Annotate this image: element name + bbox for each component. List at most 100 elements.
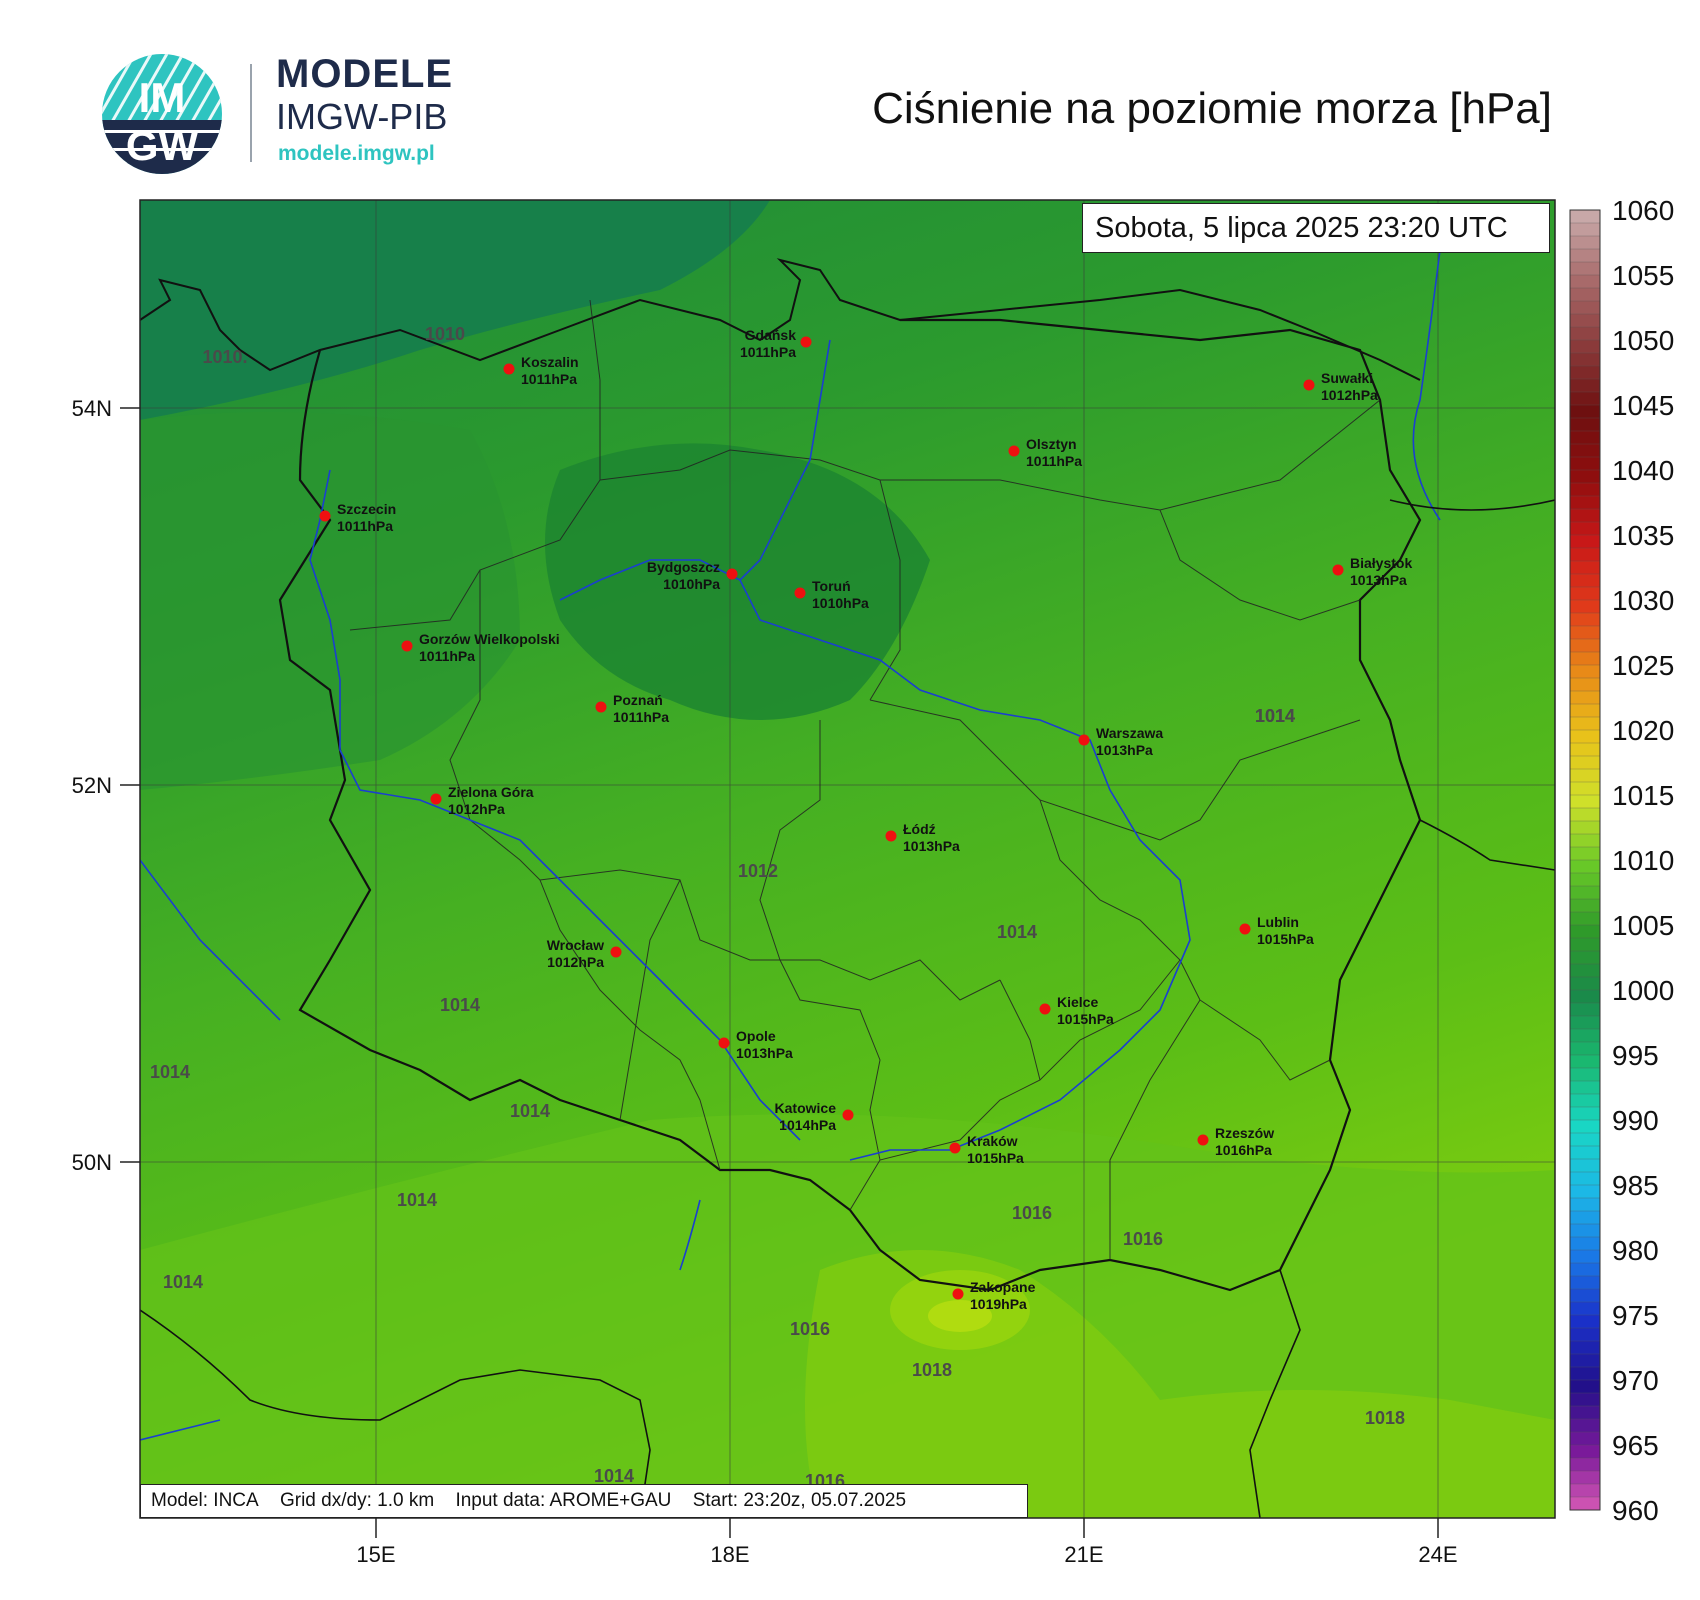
colorbar-cell <box>1569 924 1601 939</box>
colorbar-frame <box>1569 209 1601 1511</box>
city-pressure: 1012hPa <box>448 801 505 817</box>
colorbar-label: 1045 <box>1612 390 1674 421</box>
neighbour-borders <box>140 499 1555 1518</box>
lon-label-24e: 24E <box>1418 1542 1457 1567</box>
colorbar-cell <box>1569 612 1601 627</box>
colorbar-cell <box>1569 365 1601 380</box>
colorbar-cell <box>1569 664 1601 679</box>
run-start: Start: 23:20z, 05.07.2025 <box>692 1490 907 1511</box>
city-pressure: 1011hPa <box>1026 453 1082 469</box>
colorbar-cell <box>1569 352 1601 367</box>
colorbar-cell <box>1569 1132 1601 1147</box>
logo-url: modele.imgw.pl <box>278 142 435 165</box>
graticule <box>140 200 1555 1518</box>
colorbar-cell <box>1569 1483 1601 1498</box>
colorbar-label: 960 <box>1612 1495 1659 1526</box>
colorbar-cell <box>1569 794 1601 809</box>
colorbar-cell <box>1569 1067 1601 1082</box>
pressure-field <box>140 200 1555 1518</box>
colorbar-cell <box>1569 742 1601 757</box>
city-pressure: 1012hPa <box>547 954 604 970</box>
colorbar-cell <box>1569 1418 1601 1433</box>
colorbar-cell <box>1569 781 1601 796</box>
imgw-logo: IM GW MODELE IMGW-PIB modele.imgw.pl <box>100 52 500 182</box>
colorbar-cell <box>1569 378 1601 393</box>
colorbar-cell <box>1569 1093 1601 1108</box>
grid-resolution: Grid dx/dy: 1.0 km <box>279 1490 435 1511</box>
colorbar-cell <box>1569 1366 1601 1381</box>
colorbar-cell <box>1569 1340 1601 1355</box>
colorbar-cell <box>1569 807 1601 822</box>
city-dot <box>1197 1134 1209 1146</box>
city-dot <box>952 1288 964 1300</box>
colorbar-cell <box>1569 716 1601 731</box>
colorbar-cell <box>1569 1288 1601 1303</box>
colorbar-cell <box>1569 625 1601 640</box>
colorbar-cell <box>1569 833 1601 848</box>
city-pressure: 1015hPa <box>1057 1011 1114 1027</box>
city-dot <box>610 946 622 958</box>
model-name: Model: INCA <box>151 1490 259 1511</box>
colorbar-cell <box>1569 1444 1601 1459</box>
colorbar-cell <box>1569 690 1601 705</box>
colorbar-cell <box>1569 547 1601 562</box>
city-pressure: 1015hPa <box>967 1150 1024 1166</box>
colorbar-cell <box>1569 989 1601 1004</box>
colorbar-label: 1005 <box>1612 910 1674 941</box>
city-name: Warszawa <box>1096 725 1163 741</box>
voivodeship-borders <box>349 299 1381 1260</box>
city-pressure: 1013hPa <box>736 1045 793 1061</box>
colorbar-cell <box>1569 885 1601 900</box>
colorbar-cell <box>1569 937 1601 952</box>
city-dot <box>726 568 738 580</box>
colorbar-cell <box>1569 430 1601 445</box>
isobar-label: 1012 <box>738 861 778 881</box>
isobar-label: 1010 <box>425 324 465 344</box>
colorbar-cell <box>1569 235 1601 250</box>
colorbar-cell <box>1569 1392 1601 1407</box>
isobar-label: 1014 <box>594 1466 634 1486</box>
colorbar-cell <box>1569 1145 1601 1160</box>
logo-subtitle: IMGW-PIB <box>276 96 448 137</box>
city-pressure: 1011hPa <box>613 709 669 725</box>
city-name: Rzeszów <box>1215 1125 1274 1141</box>
logo-title: MODELE <box>276 52 454 96</box>
colorbar-label: 1055 <box>1612 260 1674 291</box>
colorbar-cell <box>1569 222 1601 237</box>
colorbar-cell <box>1569 872 1601 887</box>
colorbar-cell <box>1569 586 1601 601</box>
city-name: Łódź <box>903 821 936 837</box>
colorbar-cell <box>1569 677 1601 692</box>
city-pressure: 1013hPa <box>903 838 960 854</box>
colorbar-cell <box>1569 1249 1601 1264</box>
city-name: Poznań <box>613 692 663 708</box>
model-info-box: Model: INCA Grid dx/dy: 1.0 km Input dat… <box>140 1484 1028 1518</box>
logo-mark-bottom-text: GW <box>126 122 199 169</box>
city-name: Opole <box>736 1028 776 1044</box>
isobar-label: 1016 <box>1012 1203 1052 1223</box>
city-pressure: 1011hPa <box>740 344 796 360</box>
city-pressure: 1013hPa <box>1350 572 1407 588</box>
colorbar-cell <box>1569 1236 1601 1251</box>
isobar-label: 1014 <box>163 1272 203 1292</box>
city-dot <box>885 830 897 842</box>
logo-mark-top-text: IM <box>139 74 186 121</box>
pressure-colorbar: 1060 1055 1050 1045 1040 1035 1030 1025 1020 1015… <box>1569 195 1674 1526</box>
colorbar-label: 1025 <box>1612 650 1674 681</box>
city-pressure: 1015hPa <box>1257 931 1314 947</box>
valid-time-box: Sobota, 5 lipca 2025 23:20 UTC <box>1082 203 1550 253</box>
city-name: Suwałki <box>1321 370 1373 386</box>
city-dot <box>1039 1003 1051 1015</box>
colorbar-label: 1020 <box>1612 715 1674 746</box>
